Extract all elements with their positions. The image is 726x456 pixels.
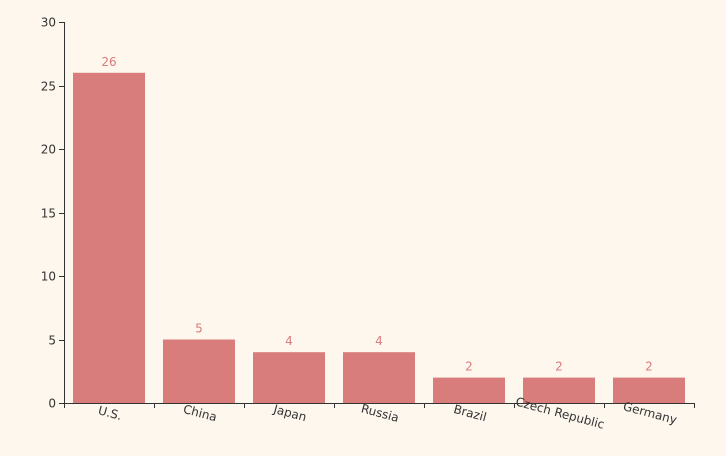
data-label: 5	[195, 322, 203, 336]
bar[interactable]	[73, 72, 145, 404]
bar[interactable]	[433, 377, 505, 403]
x-tick-label: U.S.	[97, 403, 124, 423]
data-labels-group: 26 5 4 4 2 2 2	[101, 55, 652, 374]
y-tick-label: 20	[41, 143, 56, 157]
y-axis: 0 5 10 15 20 25 30	[41, 16, 65, 411]
y-tick-label: 15	[41, 207, 56, 221]
x-tick-label: Japan	[271, 402, 308, 424]
x-tick-label: China	[182, 402, 219, 424]
bars-group	[73, 72, 685, 404]
x-tick-label: Brazil	[452, 402, 488, 424]
data-label: 2	[645, 360, 653, 374]
bar[interactable]	[253, 352, 325, 403]
bar[interactable]	[523, 377, 595, 403]
bar[interactable]	[343, 352, 415, 403]
data-label: 26	[101, 55, 116, 69]
y-tick-label: 0	[48, 397, 56, 411]
y-tick-label: 30	[41, 16, 56, 30]
data-label: 2	[465, 360, 473, 374]
y-tick-label: 5	[48, 334, 56, 348]
bar[interactable]	[163, 339, 235, 404]
y-tick-label: 10	[41, 270, 56, 284]
data-label: 2	[555, 360, 563, 374]
data-label: 4	[285, 334, 293, 348]
x-tick-label: Russia	[360, 401, 401, 425]
data-label: 4	[375, 334, 383, 348]
bar[interactable]	[613, 377, 685, 403]
y-tick-label: 25	[41, 80, 56, 94]
